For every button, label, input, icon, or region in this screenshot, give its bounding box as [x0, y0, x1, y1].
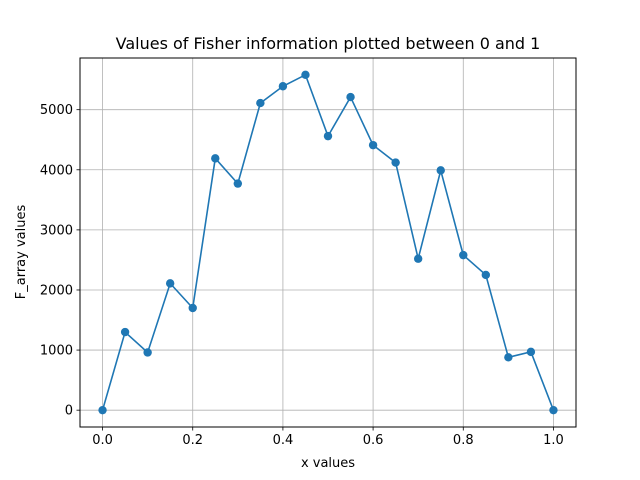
y-tick-label: 5000 [40, 103, 73, 118]
data-point [459, 250, 468, 260]
x-tick-label: 1.0 [543, 433, 564, 448]
y-ticks: 0 1000 2000 3000 4000 5000 [40, 103, 80, 419]
grid [80, 58, 576, 427]
y-axis-label: F_array values [14, 205, 29, 300]
data-point [368, 140, 378, 150]
data-point [278, 82, 288, 91]
data-point [256, 98, 265, 108]
data-point [165, 279, 175, 288]
y-tick-label: 1000 [40, 344, 73, 359]
x-tick-label: 0.2 [182, 433, 203, 448]
data-point [549, 405, 558, 415]
x-axis-label: x values [301, 456, 355, 471]
y-tick-label: 0 [65, 404, 73, 419]
x-ticks: 0.0 0.2 0.4 0.6 0.8 1.0 [92, 427, 564, 448]
data-point [143, 348, 152, 357]
data-point [346, 92, 355, 102]
data-point [323, 131, 333, 141]
data-point [233, 179, 243, 188]
y-tick-label: 2000 [40, 283, 73, 298]
data-point [504, 353, 513, 362]
y-tick-label: 4000 [40, 163, 73, 178]
data-point [481, 270, 491, 280]
data-point [413, 254, 423, 263]
data-point [436, 166, 445, 175]
x-tick-label: 0.0 [92, 433, 113, 448]
chart-title: Values of Fisher information plotted bet… [116, 34, 541, 53]
x-tick-label: 0.6 [363, 433, 384, 448]
plot-frame [79, 57, 577, 428]
data-point [120, 327, 130, 337]
y-tick-label: 3000 [40, 223, 73, 238]
x-tick-label: 0.8 [453, 433, 474, 448]
data-point [188, 303, 197, 313]
data-point [98, 405, 107, 415]
series-line [101, 73, 555, 411]
x-tick-label: 0.4 [273, 433, 294, 448]
data-point [391, 158, 400, 167]
data-point [211, 154, 220, 163]
series [98, 70, 558, 415]
data-point [301, 70, 310, 80]
data-point [526, 347, 536, 357]
